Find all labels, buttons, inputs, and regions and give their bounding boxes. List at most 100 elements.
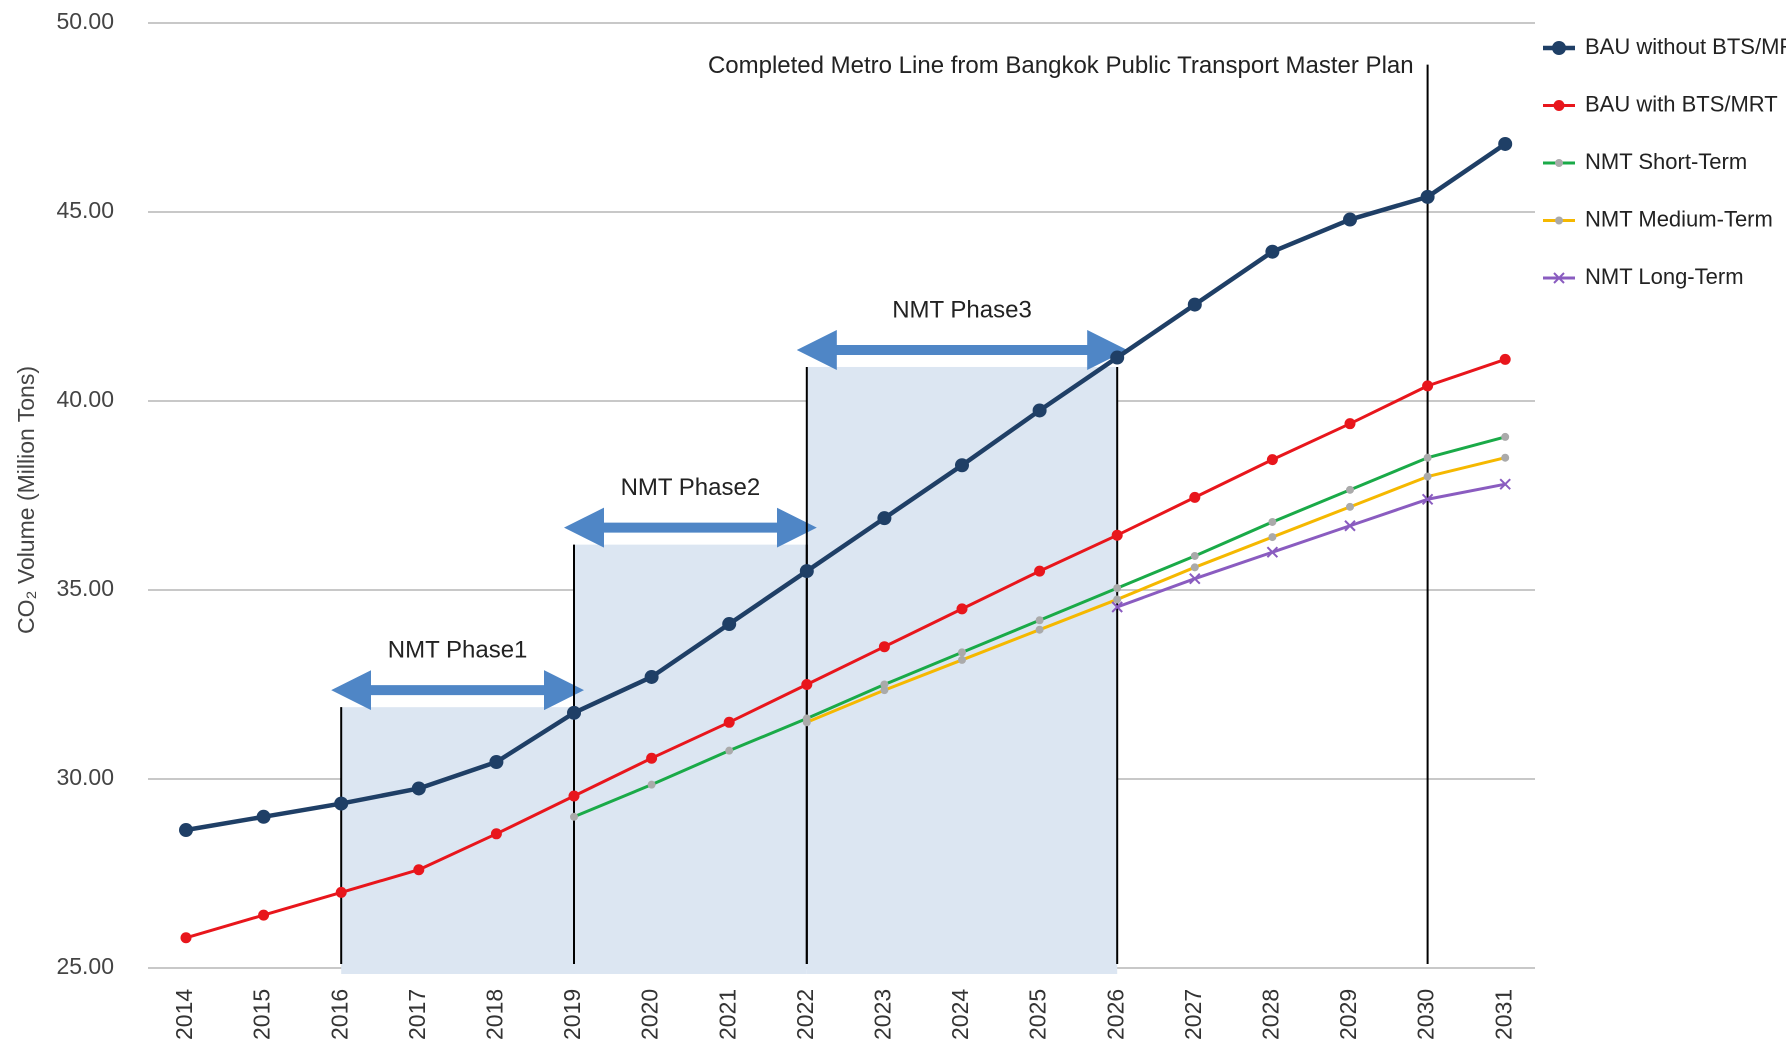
x-tick-label: 2027 (1180, 989, 1206, 1040)
x-tick-label: 2023 (869, 989, 895, 1040)
phase-shade (574, 544, 807, 974)
point-marker (956, 603, 968, 615)
x-tick-label: 2024 (947, 989, 973, 1040)
point-marker (880, 686, 889, 695)
point-marker (1268, 533, 1277, 542)
point-marker (1498, 136, 1513, 151)
point-marker (568, 790, 580, 802)
point-marker (1501, 453, 1510, 462)
milestone-label: Completed Metro Line from Bangkok Public… (708, 52, 1414, 79)
x-tick-label: 2017 (404, 989, 430, 1040)
point-marker (334, 796, 349, 811)
point-marker (1346, 502, 1354, 511)
x-tick-label: 2018 (481, 989, 507, 1040)
x-tick-label: 2030 (1413, 989, 1439, 1040)
point-marker (1110, 350, 1125, 365)
point-marker (1420, 189, 1435, 204)
y-axis-label: CO₂ Volume (Million Tons) (13, 366, 39, 634)
phase-label: NMT Phase1 (388, 637, 528, 664)
point-marker (958, 655, 966, 664)
legend-label: NMT Medium-Term (1585, 206, 1773, 231)
point-marker (1190, 551, 1199, 560)
point-marker (958, 648, 966, 657)
point-marker (570, 812, 578, 821)
point-marker (1346, 485, 1354, 494)
x-tick-label: 2016 (326, 989, 352, 1040)
y-tick-label: 50.00 (56, 8, 114, 34)
point-marker (490, 828, 502, 840)
point-marker (725, 746, 734, 755)
legend-marker (1553, 272, 1565, 284)
point-marker (1190, 563, 1199, 572)
point-marker (413, 864, 425, 876)
y-tick-label: 45.00 (56, 197, 114, 223)
x-marker (1111, 601, 1123, 613)
point-marker (258, 909, 270, 921)
point-marker (647, 780, 656, 789)
legend-marker (1553, 100, 1565, 111)
point-marker (489, 754, 504, 769)
point-marker (1343, 212, 1357, 227)
point-marker (1035, 616, 1044, 625)
point-marker (801, 679, 813, 690)
series-line (185, 358, 1506, 940)
legend-label: BAU without BTS/MRT (1585, 34, 1786, 59)
x-tick-label: 2020 (637, 989, 663, 1040)
point-marker (1266, 454, 1278, 466)
y-tick-label: 30.00 (56, 764, 114, 790)
point-marker (723, 716, 735, 728)
point-marker (877, 511, 892, 526)
x-marker (1189, 572, 1201, 585)
x-tick-label: 2022 (792, 989, 818, 1040)
point-marker (1423, 472, 1432, 481)
x-tick-label: 2031 (1490, 989, 1516, 1040)
series-line (1116, 482, 1506, 609)
x-tick-label: 2015 (249, 989, 275, 1040)
y-tick-label: 25.00 (56, 953, 114, 979)
phase-label: NMT Phase2 (621, 474, 761, 501)
point-marker (1032, 403, 1047, 418)
series-line (806, 456, 1506, 724)
point-marker (1189, 491, 1201, 503)
y-tick-label: 40.00 (56, 386, 114, 412)
point-marker (411, 781, 426, 796)
point-marker (1113, 584, 1122, 593)
point-marker (799, 564, 814, 579)
point-marker (335, 886, 347, 898)
point-marker (179, 823, 193, 838)
legend-label: NMT Long-Term (1585, 264, 1744, 289)
point-marker (1268, 517, 1277, 526)
point-marker (1499, 353, 1511, 365)
legend-marker (1555, 159, 1563, 167)
point-marker (1187, 297, 1202, 312)
x-tick-label: 2028 (1257, 989, 1283, 1040)
legend-label: BAU with BTS/MRT (1585, 91, 1778, 116)
point-marker (878, 641, 890, 653)
point-marker (722, 617, 737, 632)
x-marker (1421, 493, 1434, 505)
point-marker (1035, 625, 1044, 634)
x-tick-label: 2021 (714, 989, 740, 1040)
point-marker (1422, 380, 1434, 392)
point-marker (1501, 432, 1510, 441)
legend-marker (1552, 41, 1566, 55)
x-marker (1266, 546, 1279, 558)
series-line (185, 142, 1507, 833)
point-marker (1113, 595, 1122, 604)
x-marker (1344, 520, 1356, 532)
point-marker (567, 705, 581, 720)
phase-shade (341, 707, 574, 974)
x-marker (1499, 478, 1511, 490)
point-marker (1423, 453, 1432, 462)
point-marker (180, 932, 192, 944)
legend-marker (1555, 216, 1563, 225)
point-marker (1034, 565, 1046, 577)
x-tick-label: 2026 (1102, 989, 1128, 1040)
point-marker (1111, 529, 1123, 541)
x-tick-label: 2029 (1335, 989, 1361, 1040)
point-marker (1265, 244, 1280, 259)
x-tick-label: 2019 (559, 989, 585, 1040)
point-marker (646, 752, 658, 764)
point-marker (256, 809, 271, 824)
